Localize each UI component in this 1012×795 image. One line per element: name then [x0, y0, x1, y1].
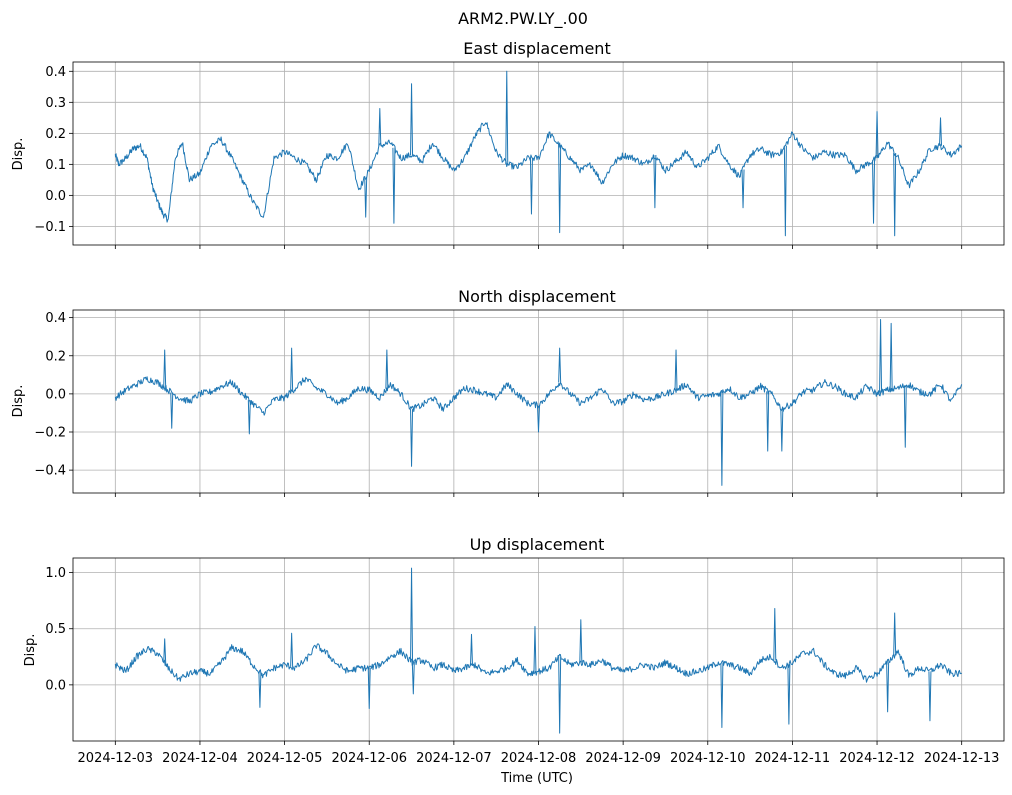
series-spike [558, 347, 562, 383]
series-spike [410, 409, 414, 467]
x-axis-label: Time (UTC) [500, 771, 573, 786]
y-tick-label: 0.1 [45, 158, 66, 173]
x-tick-label: 2024-12-08 [501, 751, 577, 766]
panel-title: Up displacement [470, 535, 605, 554]
series-spike [780, 409, 784, 452]
series-spike [392, 147, 396, 224]
y-tick-label: −0.4 [34, 464, 66, 479]
y-axis-label: Disp. [11, 385, 26, 418]
series-spike [258, 672, 262, 708]
y-tick-label: 0.2 [45, 127, 66, 142]
series-spike [653, 155, 657, 209]
series-spike [939, 117, 943, 146]
series-spike [163, 638, 167, 664]
series-spike [364, 176, 368, 218]
x-tick-label: 2024-12-10 [670, 751, 746, 766]
x-tick-label: 2024-12-12 [839, 751, 915, 766]
y-axis-label: Disp. [23, 634, 38, 667]
x-tick-label: 2024-12-04 [162, 751, 238, 766]
x-tick-label: 2024-12-11 [755, 751, 831, 766]
series-spike [674, 349, 678, 391]
series-spike [741, 169, 745, 209]
x-tick-label: 2024-12-05 [247, 751, 323, 766]
y-tick-label: 1.0 [45, 566, 66, 581]
series-spike [720, 663, 724, 729]
series-spike [410, 83, 414, 156]
series-spike [787, 664, 791, 725]
x-tick-label: 2024-12-07 [416, 751, 492, 766]
series-spike [367, 668, 371, 709]
series-spike [879, 319, 883, 393]
y-tick-label: 0.0 [45, 189, 66, 204]
series-spike [290, 347, 294, 392]
y-tick-label: 0.4 [45, 311, 66, 326]
series-spike [886, 662, 890, 713]
series-spike [163, 349, 167, 388]
x-tick-label: 2024-12-09 [585, 751, 661, 766]
up-displacement-panel: Up displacement Disp. 0.0 0.5 1.0 2024-12-0… [23, 535, 1005, 766]
figure-suptitle: ARM2.PW.LY_.00 [458, 9, 588, 29]
series-spike [558, 145, 562, 234]
y-tick-label: 0.0 [45, 387, 66, 402]
series-line [114, 376, 963, 416]
y-tick-label: −0.2 [34, 426, 66, 441]
series-spike [470, 633, 473, 666]
series-spike [533, 625, 537, 673]
y-tick-label: 0.0 [45, 678, 66, 693]
y-tick-label: 0.2 [45, 349, 66, 364]
panel-title: North displacement [458, 287, 616, 306]
series-spike [875, 111, 879, 159]
series-spike [529, 158, 533, 215]
series-spike [872, 160, 876, 224]
series-spike [247, 400, 251, 435]
series-spike [290, 632, 294, 667]
x-tick-label: 2024-12-03 [78, 751, 154, 766]
series-spike [893, 152, 897, 237]
series-line [114, 643, 962, 683]
panel-title: East displacement [463, 39, 610, 58]
x-tick-label: 2024-12-06 [331, 751, 407, 766]
series-spike [411, 662, 415, 695]
series-spike [773, 608, 777, 661]
north-displacement-panel: North displacement Disp. −0.4 −0.2 0.0 0.2 0… [11, 287, 1005, 497]
y-tick-label: 0.5 [45, 622, 66, 637]
series-spike [537, 405, 540, 433]
series-spike [410, 567, 414, 663]
series-spike [783, 145, 787, 237]
y-axis-label: Disp. [11, 138, 26, 171]
east-displacement-panel: East displacement Disp. −0.1 0.0 0.1 0.2 0.3… [11, 39, 1005, 249]
series-spike [928, 671, 932, 722]
y-tick-label: 0.4 [45, 65, 66, 80]
x-tick-label: 2024-12-13 [924, 751, 1000, 766]
series-spike [170, 392, 174, 429]
series-spike [579, 619, 583, 663]
series-spike [505, 70, 509, 165]
series-spike [558, 656, 562, 734]
y-tick-label: 0.3 [45, 96, 66, 111]
series-spike [720, 391, 724, 486]
series-spike [766, 391, 770, 452]
series-spike [385, 349, 389, 389]
series-spike [378, 108, 382, 146]
series-spike [903, 385, 907, 448]
y-tick-label: −0.1 [34, 220, 66, 235]
series-line [114, 122, 963, 223]
series-spike [889, 322, 893, 390]
series-spike [893, 612, 897, 655]
